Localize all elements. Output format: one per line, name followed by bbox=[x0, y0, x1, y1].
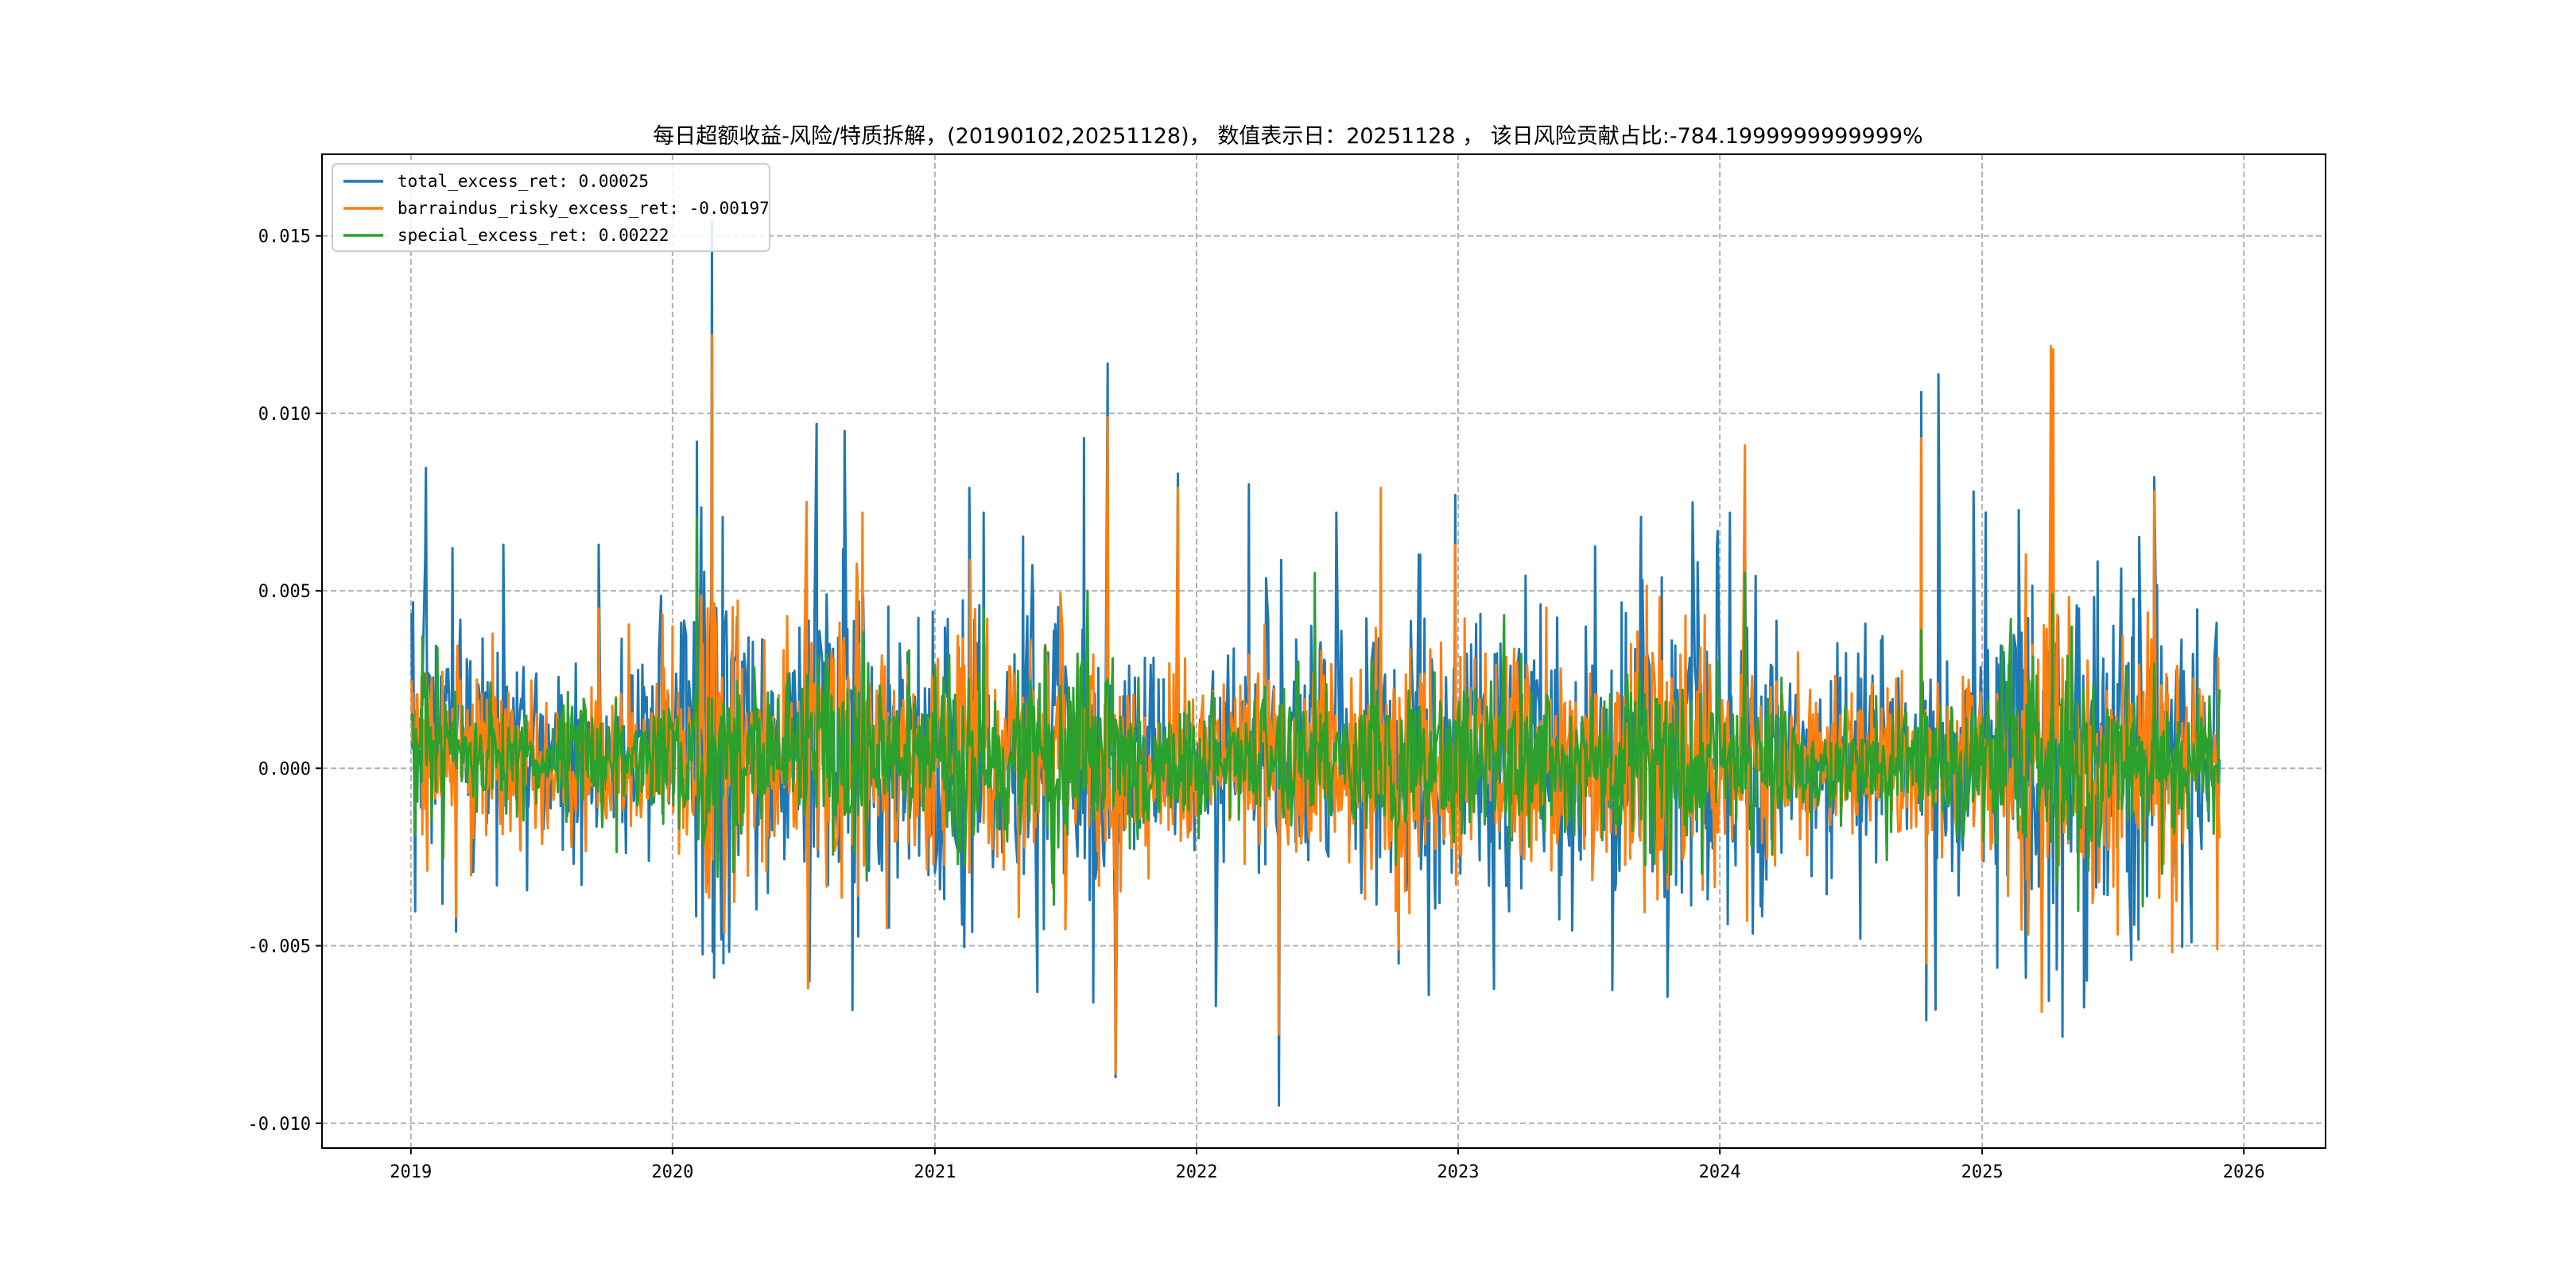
x-tick-label: 2024 bbox=[1699, 1162, 1741, 1182]
legend: total_excess_ret: 0.00025 barraindus_risk… bbox=[332, 163, 770, 252]
y-tick-label: -0.005 bbox=[248, 937, 311, 957]
plot-area bbox=[322, 154, 2326, 1148]
chart-title: 每日超额收益-风险/特质拆解，(20190102,20251128)， 数值表示… bbox=[653, 124, 1922, 149]
legend-label: barraindus_risky_excess_ret: -0.00197 bbox=[398, 199, 770, 218]
y-tick-label: 0.015 bbox=[258, 227, 311, 247]
y-tick-label: 0.005 bbox=[258, 582, 311, 602]
legend-box bbox=[332, 163, 770, 252]
series-lines bbox=[410, 220, 2221, 1107]
y-tick-label: -0.010 bbox=[248, 1115, 311, 1135]
x-tick-label: 2025 bbox=[1961, 1162, 2004, 1182]
series-line-2 bbox=[410, 514, 2221, 913]
legend-label: total_excess_ret: 0.00025 bbox=[398, 172, 649, 191]
x-tick-label: 2022 bbox=[1175, 1162, 1217, 1182]
x-tick-label: 2020 bbox=[651, 1162, 693, 1182]
x-tick-label: 2023 bbox=[1437, 1162, 1480, 1182]
y-tick-label: 0.000 bbox=[258, 759, 311, 779]
x-tick-label: 2019 bbox=[390, 1162, 432, 1182]
legend-label: special_excess_ret: 0.00222 bbox=[398, 226, 669, 245]
y-tick-label: 0.010 bbox=[258, 405, 311, 425]
plot-frame bbox=[321, 153, 2326, 1149]
y-axis: 0.015 0.010 0.005 0.000 -0.005 -0.010 bbox=[248, 227, 322, 1135]
x-tick-label: 2021 bbox=[914, 1162, 956, 1182]
x-axis: 2019 2020 2021 2022 2023 2024 2025 2026 bbox=[390, 1148, 2265, 1182]
x-tick-label: 2026 bbox=[2223, 1162, 2265, 1182]
